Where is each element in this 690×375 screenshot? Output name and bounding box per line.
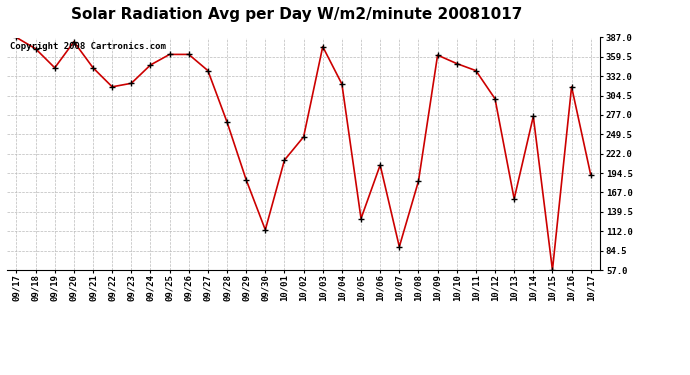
Text: Copyright 2008 Cartronics.com: Copyright 2008 Cartronics.com xyxy=(10,42,166,51)
Text: Solar Radiation Avg per Day W/m2/minute 20081017: Solar Radiation Avg per Day W/m2/minute … xyxy=(71,8,522,22)
